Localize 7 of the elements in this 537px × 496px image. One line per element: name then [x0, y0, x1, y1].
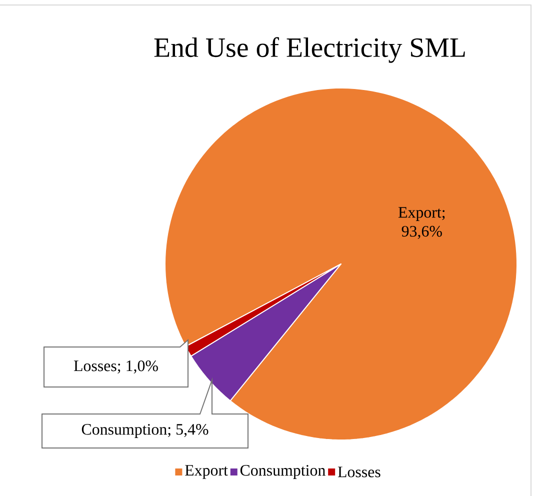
legend-label: Consumption — [240, 465, 326, 479]
data-label: Export; 93,6% — [398, 207, 445, 239]
chart-title: End Use of Electricity SML — [154, 37, 465, 63]
data-label: Losses; 1,0% — [74, 360, 158, 374]
legend-label: Losses — [338, 466, 380, 478]
data-label: Consumption; 5,4% — [82, 424, 208, 438]
legend-label: Export — [185, 465, 228, 479]
